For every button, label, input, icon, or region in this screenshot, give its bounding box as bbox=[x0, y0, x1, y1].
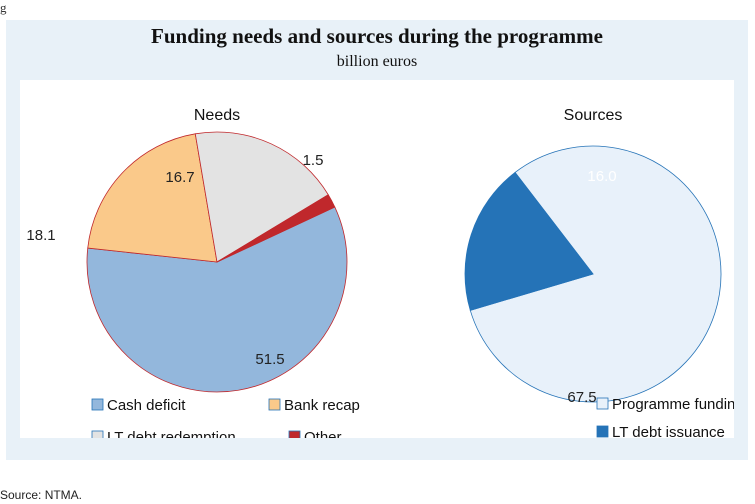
pie-charts: Needs 51.5 Cash deficit 18.1 Bank recap 16.7 L… bbox=[26, 107, 734, 438]
pie-slice-sources-programme-funding bbox=[469, 145, 722, 403]
legend-label-lt-debt-redemption: LT debt redemption bbox=[107, 429, 236, 438]
data-label-needs-other: 1.5 bbox=[303, 152, 324, 169]
legend-swatch-bank-recap bbox=[268, 398, 281, 411]
legend-swatch-programme-funding bbox=[596, 397, 609, 410]
legend-label-programme-funding: Programme funding bbox=[612, 396, 734, 413]
chart-subtitle: billion euros bbox=[336, 53, 418, 70]
data-label-needs-bank-recap: 18.1 bbox=[26, 227, 55, 244]
chart-panel: Funding needs and sources during the pro… bbox=[6, 20, 748, 460]
plot-area: Needs 51.5 Cash deficit 18.1 Bank recap 16.7 L… bbox=[20, 80, 734, 438]
figure-label: g bbox=[0, 0, 7, 15]
source-note: Source: NTMA. bbox=[0, 488, 83, 502]
data-label-sources-programme-funding: 67.5 bbox=[567, 389, 596, 406]
legend-swatch-lt-debt-redemption bbox=[91, 430, 104, 438]
pie-slice-needs-bank-recap bbox=[87, 133, 218, 263]
pie-slice-sources-lt-debt-issuance bbox=[464, 171, 594, 311]
legend-label-lt-debt-issuance: LT debt issuance bbox=[612, 424, 725, 438]
legend-label-bank-recap: Bank recap bbox=[284, 397, 360, 414]
pie-slice-needs-lt-debt-redemption bbox=[194, 131, 329, 263]
pie-title-needs: Needs bbox=[194, 107, 240, 124]
data-label-needs-cash-deficit: 51.5 bbox=[255, 351, 284, 368]
legend-swatch-cash-deficit bbox=[91, 398, 104, 411]
legend-label-other: Other bbox=[304, 429, 342, 438]
legend-swatch-lt-debt-issuance bbox=[596, 425, 609, 438]
pie-slice-needs-other bbox=[216, 194, 336, 263]
data-label-needs-lt-debt-redemption: 16.7 bbox=[165, 169, 194, 186]
pie-slice-needs-cash-deficit bbox=[86, 206, 348, 393]
legend-label-cash-deficit: Cash deficit bbox=[107, 397, 186, 414]
chart-title: Funding needs and sources during the pro… bbox=[151, 24, 603, 48]
data-label-sources-lt-debt-issuance: 16.0 bbox=[587, 168, 616, 185]
pie-title-sources: Sources bbox=[564, 107, 623, 124]
legend-swatch-other bbox=[288, 430, 301, 438]
